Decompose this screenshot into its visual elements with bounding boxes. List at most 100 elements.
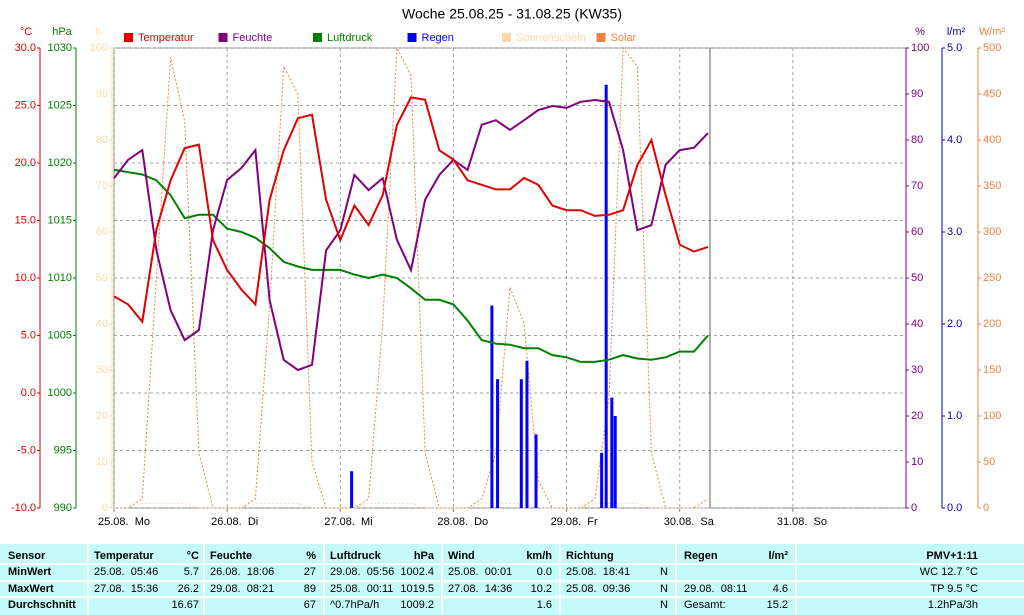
axis-unit: h	[95, 26, 101, 38]
y-tick-label: 4.0	[947, 134, 962, 146]
legend-label: Feuchte	[233, 32, 273, 44]
legend-swatch	[124, 33, 133, 42]
y-tick-label: 3.0	[947, 226, 962, 238]
y-tick-label: 250	[983, 272, 1001, 284]
table-cell: ^0.7hPa/h	[330, 599, 379, 611]
table-cell: 0.0	[537, 566, 552, 578]
axis-unit: °C	[20, 26, 32, 38]
table-cell: PMV+1:11	[926, 550, 978, 562]
y-tick-label: 25.0	[15, 99, 36, 111]
table-cell: 25.08. 09:36	[566, 583, 630, 595]
table-cell: 25.08. 18:41	[566, 566, 630, 578]
y-tick-label: -10.0	[11, 502, 36, 514]
y-tick-label: 500	[983, 42, 1001, 54]
y-tick-label: 90	[911, 88, 923, 100]
y-tick-label: 0.0	[947, 502, 962, 514]
y-tick-label: 20	[96, 410, 108, 422]
table-cell: 29.08. 08:21	[210, 583, 274, 595]
table-cell: MinWert	[8, 566, 52, 578]
x-tick-label: 30.08. Sa	[664, 516, 715, 528]
y-tick-label: 0	[911, 502, 917, 514]
table-cell: TP 9.5 °C	[930, 583, 978, 595]
y-tick-label: 80	[96, 134, 108, 146]
rain-bar	[600, 452, 604, 508]
table-cell: 1.6	[537, 599, 552, 611]
series-line	[113, 98, 709, 372]
legend-label: Regen	[422, 32, 454, 44]
y-tick-label: 5.0	[947, 42, 962, 54]
table-cell: N	[660, 583, 668, 595]
y-tick-label: 1.0	[947, 410, 962, 422]
y-tick-label: 1000	[48, 387, 72, 399]
rain-bar	[534, 434, 538, 508]
y-tick-label: 1030	[48, 42, 72, 54]
y-tick-label: 20.0	[15, 157, 36, 169]
table-cell: N	[660, 599, 668, 611]
y-tick-label: 100	[911, 42, 929, 54]
table-cell: Temperatur	[94, 550, 154, 562]
table-cell: %	[306, 550, 316, 562]
y-tick-label: 2.0	[947, 318, 962, 330]
table-cell: N	[660, 566, 668, 578]
axis-unit: l/m²	[947, 26, 966, 38]
rain-bar	[490, 305, 494, 508]
axis-unit: %	[915, 26, 925, 38]
table-cell: 1009.2	[400, 599, 434, 611]
table-cell: 4.6	[773, 583, 788, 595]
y-tick-label: 30	[96, 364, 108, 376]
y-tick-label: 70	[96, 180, 108, 192]
table-cell: l/m²	[768, 550, 788, 562]
y-tick-label: 400	[983, 134, 1001, 146]
table-cell: 10.2	[531, 583, 552, 595]
table-cell: 1002.4	[400, 566, 434, 578]
legend-swatch	[502, 33, 511, 42]
y-tick-label: 995	[54, 444, 72, 456]
rain-bar	[350, 471, 354, 508]
x-tick-label: 31.08. So	[777, 516, 827, 528]
y-tick-label: 50	[96, 272, 108, 284]
table-cell: 27.08. 15:36	[94, 583, 158, 595]
legend-label: Luftdruck	[327, 32, 373, 44]
rain-bar	[610, 397, 614, 508]
legend-swatch	[218, 33, 228, 42]
y-tick-label: 10	[911, 456, 923, 468]
table-cell: Durchschnitt	[8, 599, 76, 611]
y-tick-label: 300	[983, 226, 1001, 238]
y-tick-label: 10.0	[15, 272, 36, 284]
y-tick-label: 15.0	[15, 214, 36, 226]
table-cell: Richtung	[566, 550, 614, 562]
legend-swatch	[407, 33, 417, 42]
y-tick-label: 50	[911, 272, 923, 284]
series-line	[114, 502, 708, 509]
table-cell: 89	[304, 583, 316, 595]
y-tick-label: 40	[96, 318, 108, 330]
y-tick-label: 150	[983, 364, 1001, 376]
rain-bar	[519, 379, 523, 508]
legend-swatch	[313, 33, 322, 42]
y-tick-label: 450	[983, 88, 1001, 100]
y-tick-label: 5.0	[21, 329, 36, 341]
y-tick-label: 1025	[48, 99, 72, 111]
y-tick-label: 1020	[48, 157, 72, 169]
table-cell: Gesamt:	[684, 599, 726, 611]
legend-label: Temperatur	[138, 32, 194, 44]
y-tick-label: 1005	[48, 329, 72, 341]
table-lines	[0, 544, 1024, 615]
series-line	[113, 168, 709, 363]
x-tick-label: 27.08. Mi	[324, 516, 372, 528]
table-cell: °C	[187, 550, 199, 562]
y-tick-label: -5.0	[17, 444, 36, 456]
table-cell: 1.2hPa/3h	[928, 599, 978, 611]
y-tick-label: 100	[983, 410, 1001, 422]
y-tick-label: 20	[911, 410, 923, 422]
legend-swatch	[596, 33, 606, 42]
y-tick-label: 0.0	[21, 387, 36, 399]
y-tick-label: 0	[102, 502, 108, 514]
table-cell: MaxWert	[8, 583, 54, 595]
y-tick-label: 30.0	[15, 42, 36, 54]
rain-bar	[604, 84, 608, 509]
y-tick-label: 90	[96, 88, 108, 100]
table-cell: 29.08. 05:56	[330, 566, 394, 578]
chart-title: Woche 25.08.25 - 31.08.25 (KW35)	[402, 6, 622, 22]
